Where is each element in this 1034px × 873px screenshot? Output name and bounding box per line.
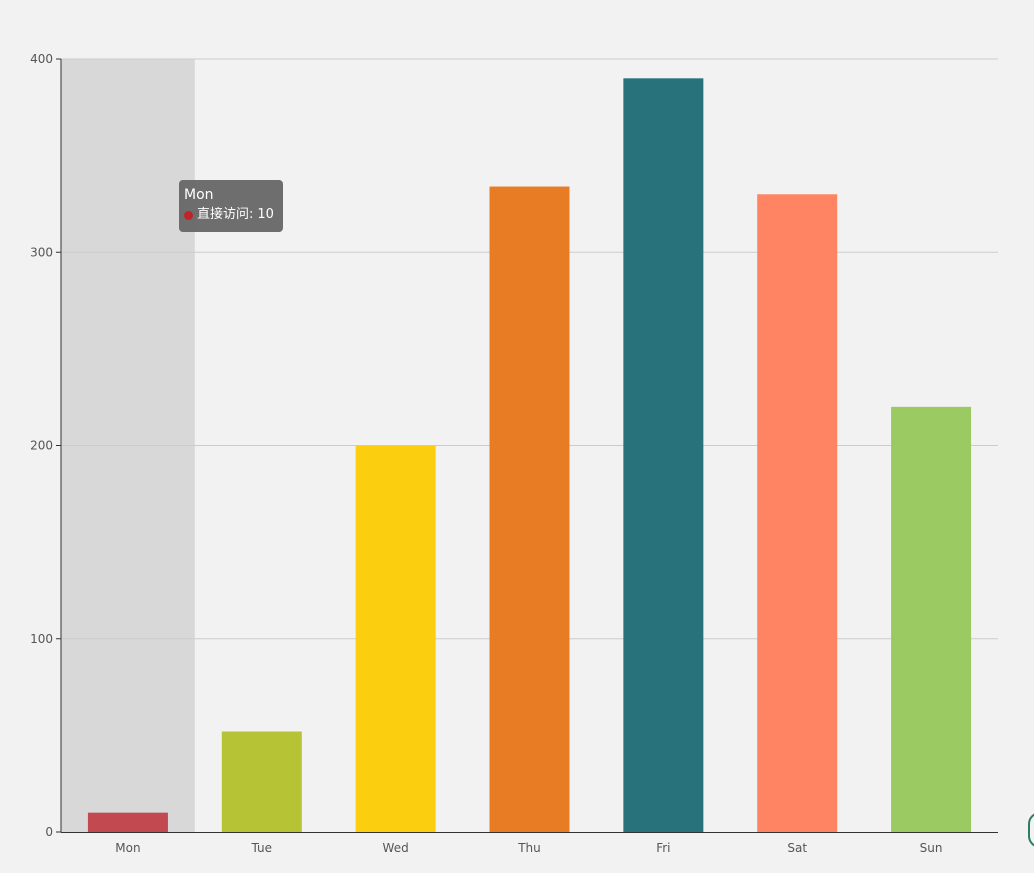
y-tick-label: 100 [30, 632, 53, 646]
y-tick-label: 200 [30, 439, 53, 453]
x-tick-label: Thu [517, 841, 541, 855]
tooltip-series-label: 直接访问: [197, 207, 254, 222]
y-tick-label: 300 [30, 245, 53, 259]
x-tick-label: Tue [251, 841, 273, 855]
x-tick-label: Mon [115, 841, 140, 855]
tooltip-title: Mon [184, 187, 214, 203]
bar-sat[interactable] [757, 194, 838, 832]
y-tick-label: 0 [45, 825, 53, 839]
x-tick-label: Wed [383, 841, 409, 855]
chart-tooltip: Mon 直接访问: 10 [179, 180, 283, 232]
bar-sun[interactable] [891, 406, 972, 832]
bar-fri[interactable] [623, 78, 704, 832]
x-tick-label: Sun [920, 841, 943, 855]
bar-thu[interactable] [489, 186, 570, 833]
tooltip-value: 10 [257, 207, 274, 222]
tooltip-row: 直接访问: 10 [184, 206, 277, 224]
bar-tue[interactable] [221, 731, 302, 832]
series-marker-icon [184, 210, 193, 220]
y-tick-label: 400 [30, 52, 53, 66]
x-tick-label: Sat [787, 841, 807, 855]
bar-mon[interactable] [87, 812, 168, 832]
x-tick-label: Fri [656, 841, 670, 855]
bar-wed[interactable] [355, 445, 436, 833]
